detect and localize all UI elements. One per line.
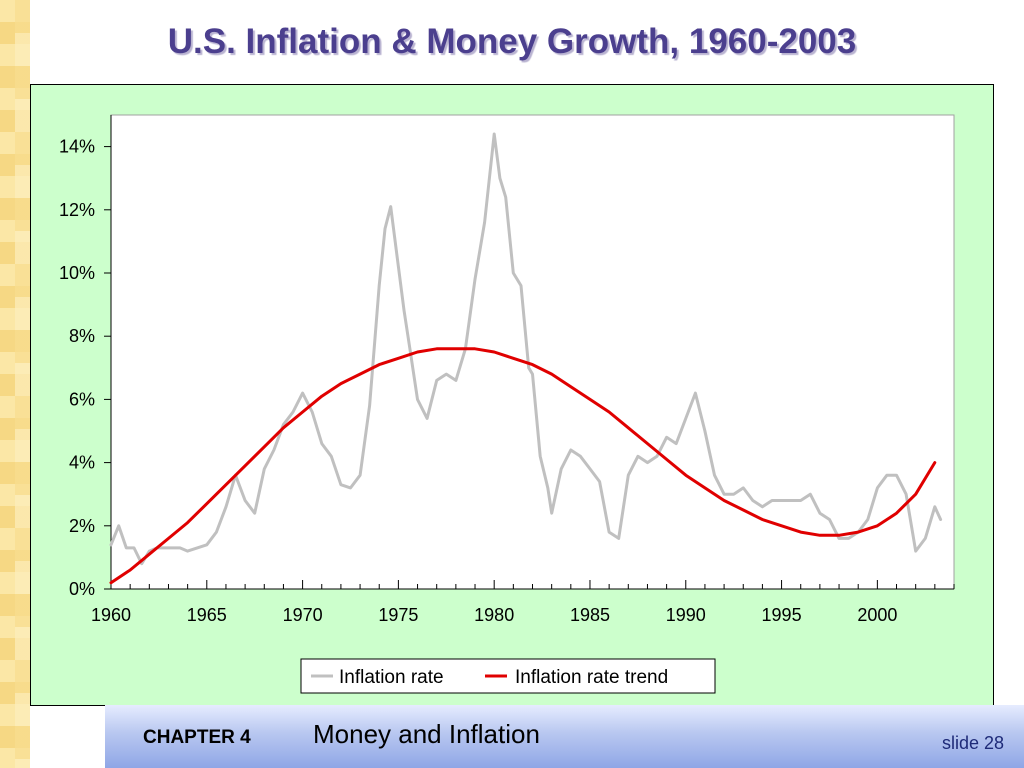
y-tick-label: 6%: [69, 389, 95, 409]
y-tick-label: 14%: [59, 137, 95, 157]
x-tick-label: 1965: [187, 605, 227, 625]
footer-slide-number: slide 28: [941, 733, 1004, 753]
x-tick-label: 1980: [474, 605, 514, 625]
x-tick-label: 1985: [570, 605, 610, 625]
legend: Inflation rate Inflation rate trend: [300, 658, 716, 694]
y-tick-label: 12%: [59, 200, 95, 220]
legend-label-inflation-trend: Inflation rate trend: [515, 667, 668, 688]
footer-subject: Money and Inflation: [313, 719, 540, 749]
x-tick-label: 1960: [91, 605, 131, 625]
decorative-side-strip: [0, 0, 30, 768]
y-tick-label: 2%: [69, 516, 95, 536]
y-tick-label: 0%: [69, 579, 95, 599]
legend-box: [300, 658, 716, 694]
slide-footer: CHAPTER 4 Money and Inflation slide 28: [105, 705, 1024, 768]
series-line-inflation-rate: [109, 132, 943, 566]
x-tick-label: 1970: [283, 605, 323, 625]
series-layer: [109, 132, 943, 585]
x-tick-label: 1995: [762, 605, 802, 625]
y-axis: 0% 2% 4% 6% 8% 10% 12% 14%: [59, 115, 112, 599]
series-line-inflation-trend: [109, 347, 937, 585]
x-axis: 1960 1965 1970 1975 1980 1985 1990 1995 2000: [91, 580, 955, 625]
x-tick-label: 2000: [857, 605, 897, 625]
y-tick-label: 4%: [69, 453, 95, 473]
slide-title: U.S. Inflation & Money Growth, 1960-2003: [167, 22, 857, 61]
y-tick-label: 10%: [59, 263, 95, 283]
y-tick-label: 8%: [69, 326, 95, 346]
chart-area: 0% 2% 4% 6% 8% 10% 12% 14% 1960 1965 1970 1975 1980…: [30, 84, 994, 706]
footer-chapter: CHAPTER 4: [143, 727, 251, 748]
legend-label-inflation-rate: Inflation rate: [339, 667, 444, 688]
inflation-chart: 0% 2% 4% 6% 8% 10% 12% 14% 1960 1965 1970 1975 1980…: [59, 114, 955, 694]
x-tick-label: 1990: [666, 605, 706, 625]
x-tick-label: 1975: [378, 605, 418, 625]
